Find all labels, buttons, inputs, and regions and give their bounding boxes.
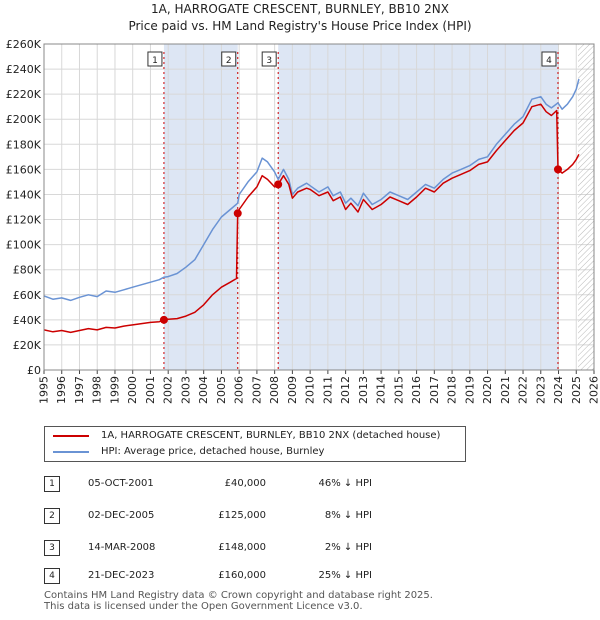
x-tick-label: 2007 — [250, 376, 263, 404]
transaction-row: 3 14-MAR-2008 £148,000 2% ↓ HPI — [0, 538, 600, 558]
x-tick-label: 2004 — [197, 376, 210, 404]
chart-title-line-2: Price paid vs. HM Land Registry's House … — [128, 19, 472, 33]
hpi-series-line — [44, 78, 580, 302]
x-tick-label: 2010 — [304, 376, 317, 404]
x-tick-label: 2014 — [375, 376, 388, 404]
x-tick-label: 2017 — [428, 376, 441, 404]
sale-badge-label: 1 — [152, 56, 158, 66]
transaction-price: £160,000 — [218, 570, 266, 581]
transaction-price: £125,000 — [218, 510, 266, 521]
sale-badge-label: 2 — [226, 56, 232, 66]
x-tick-label: 2019 — [463, 376, 476, 404]
sale-point — [233, 209, 242, 218]
transaction-badge: 1 — [44, 476, 60, 492]
transaction-row: 4 21-DEC-2023 £160,000 25% ↓ HPI — [0, 566, 600, 586]
x-tick-label: 2021 — [499, 376, 512, 404]
x-tick-label: 2012 — [339, 376, 352, 404]
transaction-hpi-diff: 25% ↓ HPI — [318, 570, 372, 581]
x-tick-label: 2006 — [233, 376, 246, 404]
transaction-row: 2 02-DEC-2005 £125,000 8% ↓ HPI — [0, 506, 600, 526]
x-tick-label: 2001 — [144, 376, 157, 404]
legend-label-hpi: HPI: Average price, detached house, Burn… — [101, 446, 325, 457]
x-tick-label: 2016 — [410, 376, 423, 404]
x-tick-label: 1999 — [108, 376, 121, 404]
x-tick-label: 2025 — [570, 376, 583, 404]
transaction-badge: 2 — [44, 508, 60, 524]
x-tick-label: 2011 — [321, 376, 334, 404]
chart-title-line-1: 1A, HARROGATE CRESCENT, BURNLEY, BB10 2N… — [151, 2, 449, 16]
x-tick-label: 1995 — [38, 376, 51, 404]
y-tick-label: £240K — [6, 63, 42, 76]
sale-badge — [541, 51, 557, 67]
legend-label-property: 1A, HARROGATE CRESCENT, BURNLEY, BB10 2N… — [101, 430, 441, 441]
x-tick-label: 2008 — [268, 376, 281, 404]
y-tick-label: £120K — [6, 214, 42, 227]
y-tick-label: £40K — [13, 314, 42, 327]
sale-point — [159, 315, 168, 324]
legend-swatch-property — [53, 435, 89, 437]
y-tick-label: £20K — [13, 339, 42, 352]
x-tick-label: 1998 — [91, 376, 104, 404]
property-series-line — [44, 103, 580, 334]
forecast-hatch — [578, 44, 594, 370]
x-tick-label: 2002 — [162, 376, 175, 404]
sale-point — [553, 165, 562, 174]
sale-badge-label: 3 — [266, 56, 272, 66]
y-tick-label: £160K — [6, 163, 42, 176]
transaction-date: 14-MAR-2008 — [88, 542, 156, 553]
y-tick-label: £80K — [13, 264, 42, 277]
x-tick-label: 2020 — [481, 376, 494, 404]
x-tick-label: 2009 — [286, 376, 299, 404]
x-tick-label: 1997 — [73, 376, 86, 404]
x-tick-label: 2015 — [392, 376, 405, 404]
x-tick-label: 2005 — [215, 376, 228, 404]
transaction-date: 02-DEC-2005 — [88, 510, 155, 521]
x-tick-label: 1996 — [55, 376, 68, 404]
transaction-badge: 4 — [44, 568, 60, 584]
y-tick-label: £140K — [6, 188, 42, 201]
x-tick-label: 2003 — [179, 376, 192, 404]
transaction-row: 1 05-OCT-2001 £40,000 46% ↓ HPI — [0, 474, 600, 494]
sale-badge — [147, 51, 163, 67]
plot-frame — [43, 43, 595, 371]
y-tick-label: £60K — [13, 289, 42, 302]
legend: 1A, HARROGATE CRESCENT, BURNLEY, BB10 2N… — [44, 426, 466, 462]
legend-swatch-hpi — [53, 451, 89, 453]
transaction-hpi-diff: 2% ↓ HPI — [324, 542, 372, 553]
transaction-price: £148,000 — [218, 542, 266, 553]
x-tick-label: 2024 — [552, 376, 565, 404]
sale-badge — [261, 51, 277, 67]
sale-point — [274, 180, 283, 189]
transaction-hpi-diff: 46% ↓ HPI — [318, 478, 372, 489]
transaction-price: £40,000 — [224, 478, 266, 489]
footer-licence: This data is licensed under the Open Gov… — [44, 601, 363, 612]
transaction-hpi-diff: 8% ↓ HPI — [324, 510, 372, 521]
y-tick-label: £220K — [6, 88, 42, 101]
y-tick-label: £180K — [6, 138, 42, 151]
transaction-date: 05-OCT-2001 — [88, 478, 154, 489]
y-tick-label: £200K — [6, 113, 42, 126]
x-tick-label: 2018 — [446, 376, 459, 404]
x-tick-label: 2013 — [357, 376, 370, 404]
x-tick-label: 2022 — [517, 376, 530, 404]
transaction-date: 21-DEC-2023 — [88, 570, 155, 581]
shaded-period — [163, 44, 238, 370]
sale-badge — [221, 51, 237, 67]
sale-badge-label: 4 — [546, 56, 552, 66]
y-tick-label: £0 — [27, 364, 41, 377]
x-tick-label: 2026 — [588, 376, 600, 404]
y-tick-label: £100K — [6, 239, 42, 252]
x-tick-label: 2000 — [126, 376, 139, 404]
shaded-period — [278, 44, 558, 370]
x-tick-label: 2023 — [534, 376, 547, 404]
y-tick-label: £260K — [6, 38, 42, 51]
transaction-badge: 3 — [44, 540, 60, 556]
footer-copyright: Contains HM Land Registry data © Crown c… — [44, 590, 433, 601]
